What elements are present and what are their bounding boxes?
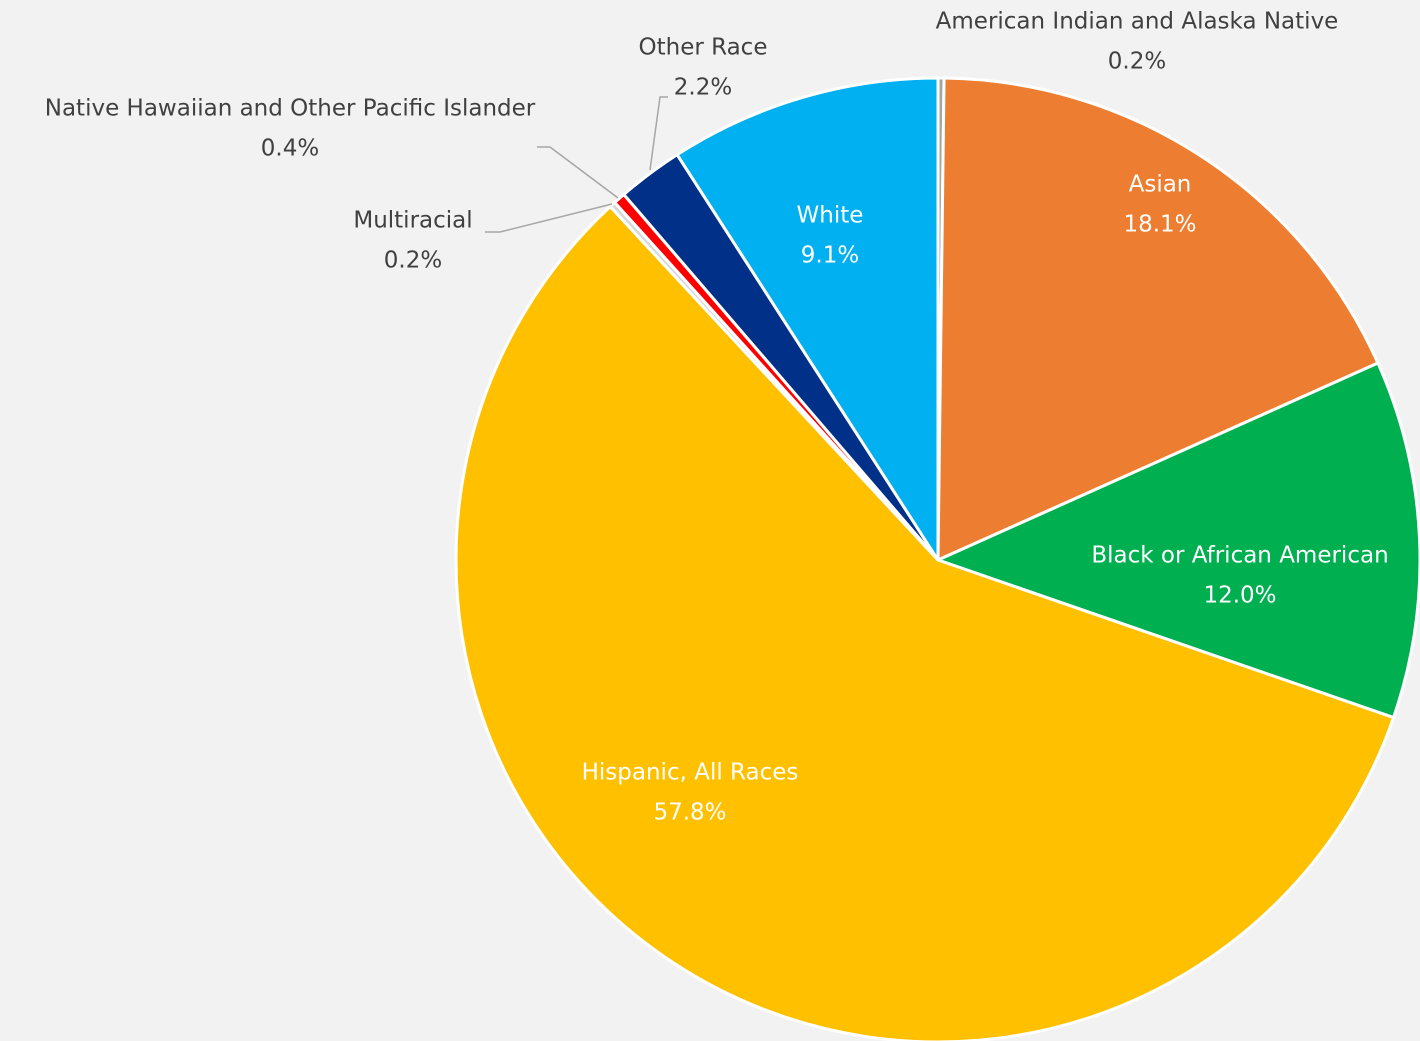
leader-line [537, 146, 619, 199]
pie-slice [675, 76, 940, 562]
pie-slice [936, 76, 1380, 562]
slices [454, 76, 1420, 1041]
slice-value-label: 57.8% [653, 800, 726, 826]
pie-slice [454, 205, 1396, 1041]
slice-value-label: 18.1% [1123, 212, 1196, 238]
slice-label: American Indian and Alaska Native [936, 9, 1339, 35]
slice-value-label: 12.0% [1203, 583, 1276, 609]
slice-value-label: 0.2% [384, 248, 442, 274]
slice-label: White [797, 203, 864, 229]
slice-label: Native Hawaiian and Other Pacific Island… [45, 96, 536, 122]
slice-label: Black or African American [1091, 543, 1388, 569]
slice-label: Asian [1129, 172, 1192, 198]
slice-value-label: 9.1% [801, 243, 859, 269]
slice-value-label: 0.2% [1108, 49, 1166, 75]
slice-value-label: 0.4% [261, 136, 319, 162]
slice-label: Hispanic, All Races [582, 760, 799, 786]
slice-label: Multiracial [353, 208, 472, 234]
slice-value-label: 2.2% [674, 75, 732, 101]
labels: American Indian and Alaska Native 0.2% Asi… [45, 9, 1389, 826]
slice-label: Other Race [639, 35, 768, 61]
leader-line [485, 203, 613, 233]
leader-line [649, 96, 668, 171]
leader-lines [485, 96, 668, 233]
